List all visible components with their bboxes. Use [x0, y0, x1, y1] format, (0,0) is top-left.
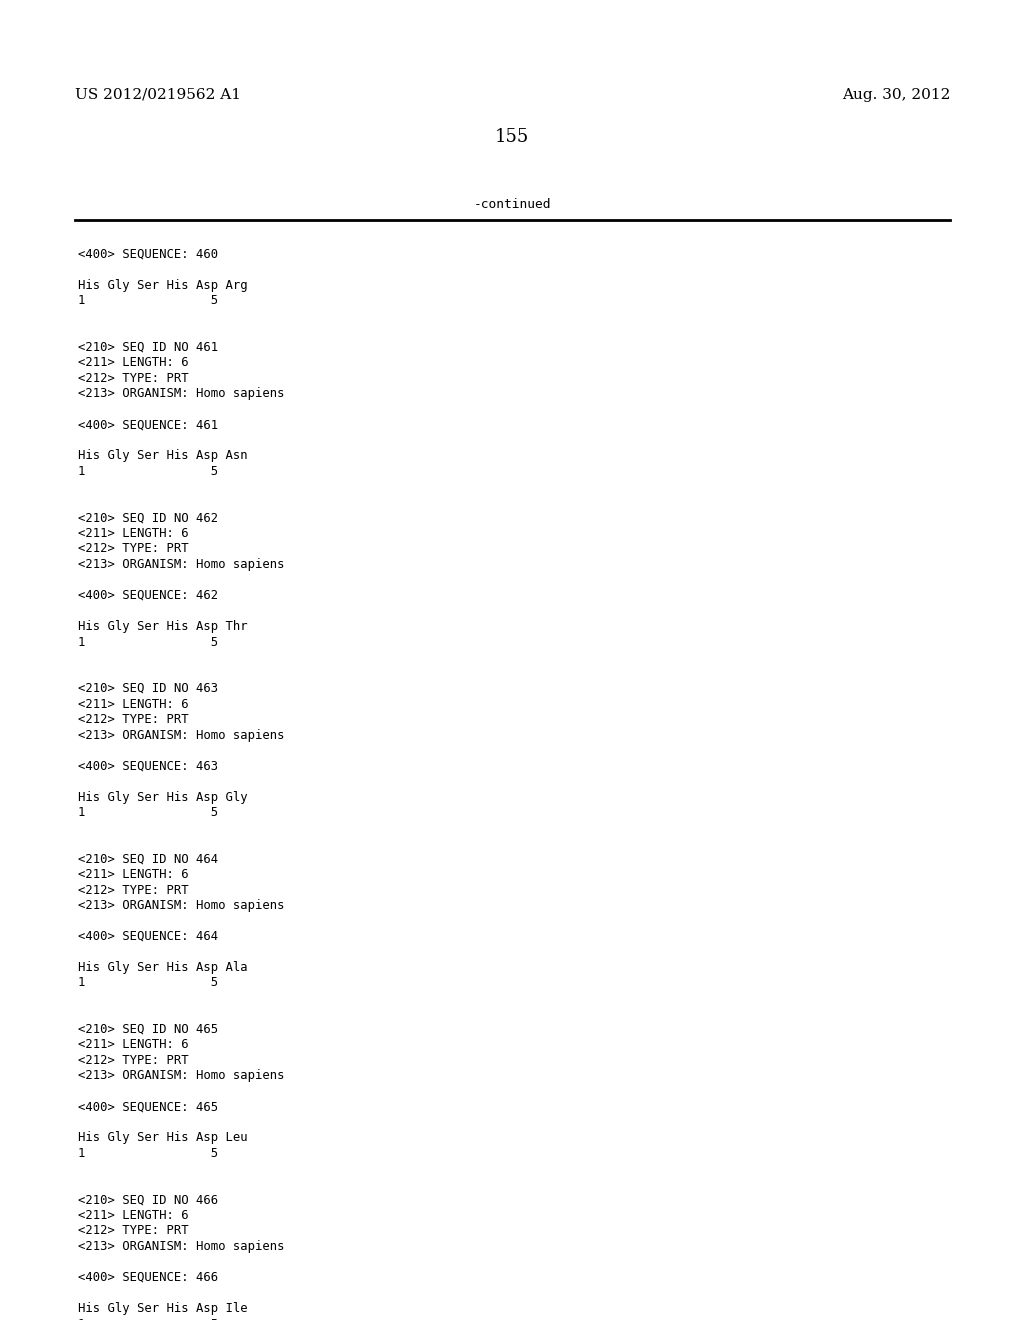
Text: His Gly Ser His Asp Ala: His Gly Ser His Asp Ala	[78, 961, 248, 974]
Text: <210> SEQ ID NO 462: <210> SEQ ID NO 462	[78, 511, 218, 524]
Text: 1                 5: 1 5	[78, 1317, 218, 1320]
Text: <213> ORGANISM: Homo sapiens: <213> ORGANISM: Homo sapiens	[78, 1069, 285, 1082]
Text: <212> TYPE: PRT: <212> TYPE: PRT	[78, 713, 188, 726]
Text: 1                 5: 1 5	[78, 465, 218, 478]
Text: 1                 5: 1 5	[78, 1147, 218, 1160]
Text: 155: 155	[495, 128, 529, 147]
Text: His Gly Ser His Asp Arg: His Gly Ser His Asp Arg	[78, 279, 248, 292]
Text: <213> ORGANISM: Homo sapiens: <213> ORGANISM: Homo sapiens	[78, 388, 285, 400]
Text: <211> LENGTH: 6: <211> LENGTH: 6	[78, 527, 188, 540]
Text: <211> LENGTH: 6: <211> LENGTH: 6	[78, 356, 188, 370]
Text: <210> SEQ ID NO 465: <210> SEQ ID NO 465	[78, 1023, 218, 1036]
Text: <212> TYPE: PRT: <212> TYPE: PRT	[78, 543, 188, 556]
Text: <400> SEQUENCE: 461: <400> SEQUENCE: 461	[78, 418, 218, 432]
Text: <213> ORGANISM: Homo sapiens: <213> ORGANISM: Homo sapiens	[78, 558, 285, 572]
Text: <210> SEQ ID NO 461: <210> SEQ ID NO 461	[78, 341, 218, 354]
Text: His Gly Ser His Asp Ile: His Gly Ser His Asp Ile	[78, 1302, 248, 1315]
Text: <400> SEQUENCE: 463: <400> SEQUENCE: 463	[78, 759, 218, 772]
Text: <213> ORGANISM: Homo sapiens: <213> ORGANISM: Homo sapiens	[78, 899, 285, 912]
Text: <211> LENGTH: 6: <211> LENGTH: 6	[78, 697, 188, 710]
Text: <211> LENGTH: 6: <211> LENGTH: 6	[78, 1039, 188, 1052]
Text: <400> SEQUENCE: 466: <400> SEQUENCE: 466	[78, 1271, 218, 1284]
Text: 1                 5: 1 5	[78, 635, 218, 648]
Text: <212> TYPE: PRT: <212> TYPE: PRT	[78, 883, 188, 896]
Text: 1                 5: 1 5	[78, 977, 218, 990]
Text: His Gly Ser His Asp Gly: His Gly Ser His Asp Gly	[78, 791, 248, 804]
Text: <400> SEQUENCE: 464: <400> SEQUENCE: 464	[78, 931, 218, 942]
Text: 1                 5: 1 5	[78, 294, 218, 308]
Text: His Gly Ser His Asp Asn: His Gly Ser His Asp Asn	[78, 450, 248, 462]
Text: <213> ORGANISM: Homo sapiens: <213> ORGANISM: Homo sapiens	[78, 1239, 285, 1253]
Text: His Gly Ser His Asp Leu: His Gly Ser His Asp Leu	[78, 1131, 248, 1144]
Text: -continued: -continued	[473, 198, 551, 211]
Text: <213> ORGANISM: Homo sapiens: <213> ORGANISM: Homo sapiens	[78, 729, 285, 742]
Text: <210> SEQ ID NO 464: <210> SEQ ID NO 464	[78, 853, 218, 866]
Text: <210> SEQ ID NO 466: <210> SEQ ID NO 466	[78, 1193, 218, 1206]
Text: <400> SEQUENCE: 460: <400> SEQUENCE: 460	[78, 248, 218, 261]
Text: <210> SEQ ID NO 463: <210> SEQ ID NO 463	[78, 682, 218, 696]
Text: Aug. 30, 2012: Aug. 30, 2012	[842, 88, 950, 102]
Text: 1                 5: 1 5	[78, 807, 218, 818]
Text: <400> SEQUENCE: 462: <400> SEQUENCE: 462	[78, 589, 218, 602]
Text: His Gly Ser His Asp Thr: His Gly Ser His Asp Thr	[78, 620, 248, 634]
Text: <400> SEQUENCE: 465: <400> SEQUENCE: 465	[78, 1101, 218, 1114]
Text: <211> LENGTH: 6: <211> LENGTH: 6	[78, 869, 188, 880]
Text: <212> TYPE: PRT: <212> TYPE: PRT	[78, 1053, 188, 1067]
Text: US 2012/0219562 A1: US 2012/0219562 A1	[75, 88, 241, 102]
Text: <211> LENGTH: 6: <211> LENGTH: 6	[78, 1209, 188, 1222]
Text: <212> TYPE: PRT: <212> TYPE: PRT	[78, 372, 188, 385]
Text: <212> TYPE: PRT: <212> TYPE: PRT	[78, 1225, 188, 1238]
